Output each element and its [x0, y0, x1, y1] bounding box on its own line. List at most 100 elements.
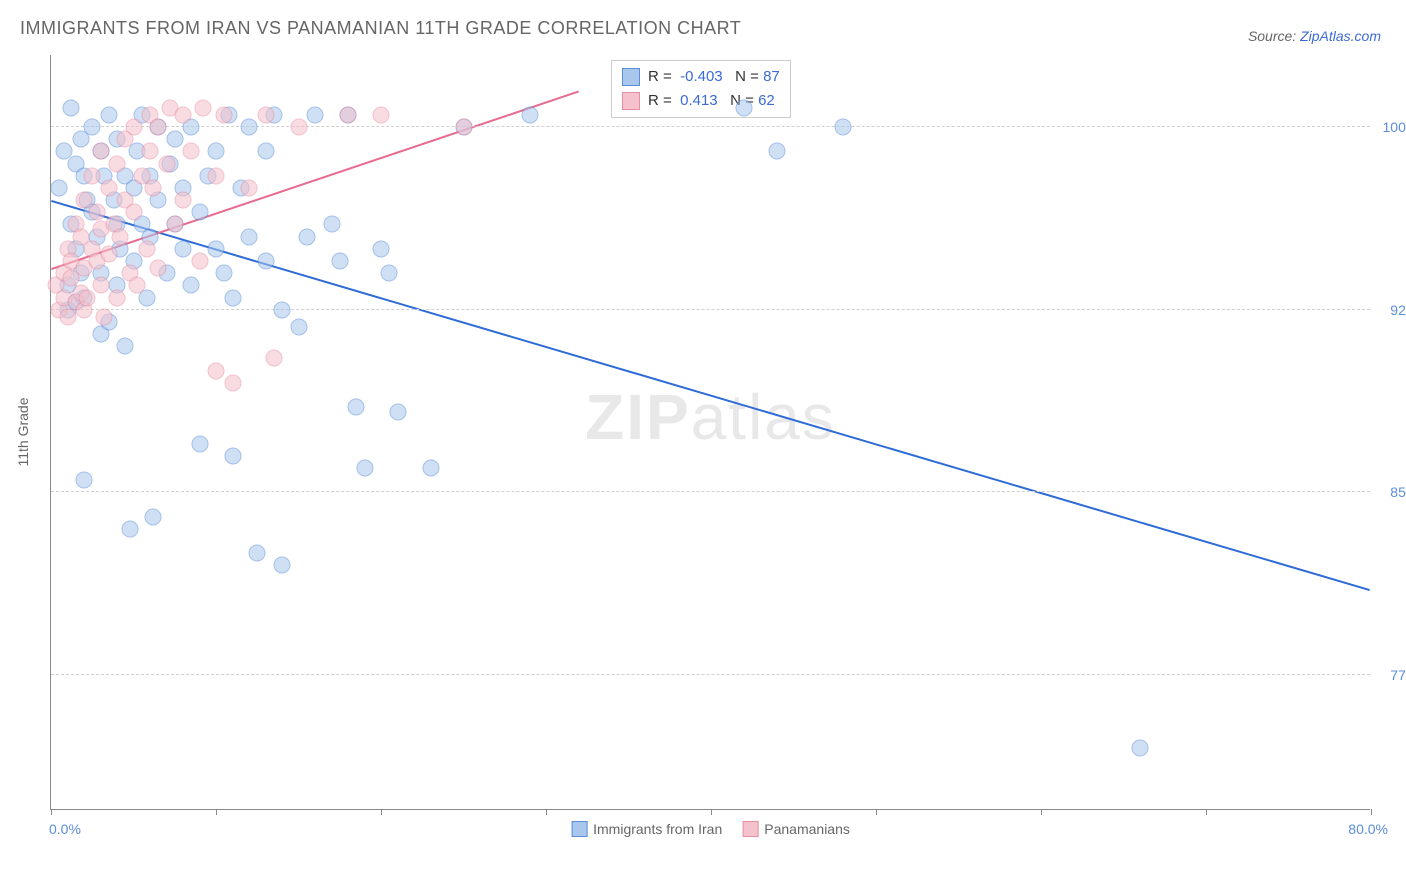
legend-row: R = -0.403 N = 87 — [622, 65, 780, 89]
scatter-point — [76, 472, 93, 489]
scatter-point — [521, 106, 538, 123]
scatter-point — [265, 350, 282, 367]
scatter-point — [331, 253, 348, 270]
correlation-legend-box: R = -0.403 N = 87R = 0.413 N = 62 — [611, 60, 791, 118]
scatter-point — [274, 301, 291, 318]
scatter-point — [138, 240, 155, 257]
y-tick-label: 85.0% — [1390, 484, 1406, 500]
scatter-point — [117, 338, 134, 355]
scatter-point — [736, 99, 753, 116]
legend-swatch — [622, 68, 640, 86]
scatter-point — [389, 404, 406, 421]
scatter-point — [241, 228, 258, 245]
scatter-point — [422, 460, 439, 477]
legend-item: Immigrants from Iran — [571, 821, 722, 837]
scatter-point — [125, 204, 142, 221]
scatter-point — [835, 119, 852, 136]
gridline: 92.5% — [51, 309, 1370, 310]
scatter-point — [307, 106, 324, 123]
x-tick — [876, 809, 877, 815]
x-tick — [1371, 809, 1372, 815]
trend-lines-layer — [51, 55, 1370, 809]
scatter-point — [348, 399, 365, 416]
scatter-point — [100, 106, 117, 123]
legend-stat: R = 0.413 N = 62 — [648, 89, 775, 113]
scatter-point — [166, 216, 183, 233]
scatter-point — [249, 545, 266, 562]
scatter-point — [290, 318, 307, 335]
x-tick — [216, 809, 217, 815]
scatter-point — [455, 119, 472, 136]
scatter-point — [241, 119, 258, 136]
scatter-point — [100, 179, 117, 196]
scatter-point — [59, 309, 76, 326]
source-link[interactable]: ZipAtlas.com — [1300, 28, 1381, 44]
watermark: ZIPatlas — [585, 380, 836, 454]
scatter-point — [290, 119, 307, 136]
x-tick — [1041, 809, 1042, 815]
scatter-point — [257, 106, 274, 123]
legend-row: R = 0.413 N = 62 — [622, 89, 780, 113]
watermark-zip: ZIP — [585, 381, 691, 453]
scatter-point — [175, 106, 192, 123]
scatter-point — [1132, 740, 1149, 757]
legend-item: Panamanians — [742, 821, 850, 837]
scatter-point — [208, 240, 225, 257]
scatter-point — [175, 192, 192, 209]
x-axis-min-label: 0.0% — [49, 821, 81, 837]
x-tick — [51, 809, 52, 815]
legend-label: Immigrants from Iran — [593, 821, 722, 837]
legend-stat: R = -0.403 N = 87 — [648, 65, 780, 89]
scatter-point — [769, 143, 786, 160]
y-tick-label: 77.5% — [1390, 667, 1406, 683]
scatter-point — [112, 228, 129, 245]
scatter-point — [356, 460, 373, 477]
scatter-point — [191, 253, 208, 270]
scatter-point — [183, 277, 200, 294]
scatter-point — [183, 143, 200, 160]
legend-swatch — [622, 92, 640, 110]
scatter-point — [150, 119, 167, 136]
chart-container: IMMIGRANTS FROM IRAN VS PANAMANIAN 11TH … — [0, 0, 1406, 892]
scatter-point — [166, 131, 183, 148]
scatter-point — [122, 520, 139, 537]
scatter-point — [100, 245, 117, 262]
trend-line — [51, 201, 1369, 590]
scatter-point — [62, 99, 79, 116]
scatter-point — [109, 289, 126, 306]
x-tick — [546, 809, 547, 815]
scatter-point — [208, 362, 225, 379]
x-tick — [1206, 809, 1207, 815]
scatter-point — [323, 216, 340, 233]
scatter-point — [191, 435, 208, 452]
scatter-point — [84, 119, 101, 136]
scatter-point — [381, 265, 398, 282]
scatter-point — [84, 167, 101, 184]
legend-swatch — [571, 821, 587, 837]
x-tick — [711, 809, 712, 815]
scatter-point — [95, 309, 112, 326]
scatter-point — [274, 557, 291, 574]
scatter-point — [92, 143, 109, 160]
scatter-point — [194, 99, 211, 116]
scatter-point — [158, 155, 175, 172]
scatter-point — [224, 374, 241, 391]
scatter-point — [175, 240, 192, 257]
bottom-legend: Immigrants from Iran Panamanians — [571, 821, 850, 837]
scatter-point — [128, 277, 145, 294]
scatter-point — [208, 167, 225, 184]
y-tick-label: 92.5% — [1390, 302, 1406, 318]
scatter-point — [257, 143, 274, 160]
scatter-point — [191, 204, 208, 221]
scatter-point — [79, 289, 96, 306]
scatter-point — [125, 119, 142, 136]
scatter-point — [109, 155, 126, 172]
scatter-point — [92, 277, 109, 294]
gridline: 77.5% — [51, 674, 1370, 675]
scatter-point — [373, 106, 390, 123]
scatter-point — [208, 143, 225, 160]
scatter-point — [216, 265, 233, 282]
plot-area: 11th Grade ZIPatlas 0.0% 80.0% Immigrant… — [50, 55, 1370, 810]
scatter-point — [145, 508, 162, 525]
scatter-point — [150, 260, 167, 277]
